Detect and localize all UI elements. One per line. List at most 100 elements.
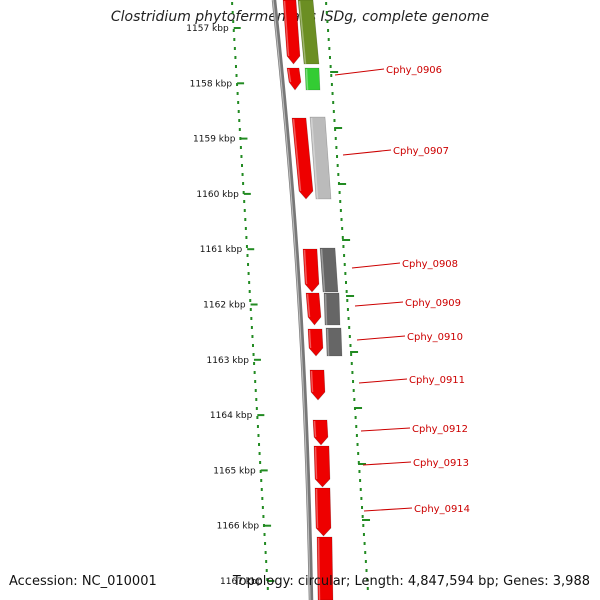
track-dot — [262, 524, 265, 527]
track-dot — [365, 569, 368, 572]
gene-highlight — [303, 249, 308, 285]
track-dot — [357, 452, 360, 455]
gene-label[interactable]: Cphy_0908 — [402, 259, 458, 270]
track-dot — [259, 470, 262, 473]
track-dot — [231, 2, 234, 5]
scale-tick-mark — [247, 248, 255, 251]
track-dot — [345, 281, 348, 284]
track-dot — [244, 227, 247, 230]
track-dot — [330, 83, 333, 86]
gene-feature — [297, 0, 320, 65]
gene-feature — [319, 247, 339, 293]
gene-label-leader — [342, 149, 392, 156]
track-dot — [363, 542, 366, 545]
track-dot — [328, 56, 331, 59]
track-dot — [254, 389, 257, 392]
gene-highlight — [315, 488, 319, 529]
track-dot — [339, 200, 342, 203]
track-dot — [346, 308, 349, 311]
gene-label-leader — [363, 507, 413, 512]
track-dot — [332, 110, 335, 113]
track-dot — [326, 20, 329, 23]
track-dot — [250, 317, 253, 320]
gene-highlight — [326, 328, 330, 357]
track-dot — [343, 263, 346, 266]
gene-label[interactable]: Cphy_0911 — [409, 375, 465, 386]
gene-label-leader — [360, 427, 411, 432]
track-dot — [356, 443, 359, 446]
gene-feature — [282, 0, 301, 65]
right-tick-mark — [346, 295, 355, 297]
track-dot — [251, 344, 254, 347]
gene-label[interactable]: Cphy_0910 — [407, 332, 463, 343]
track-dot — [249, 308, 252, 311]
track-dot — [350, 362, 353, 365]
track-dot — [366, 587, 369, 590]
track-dot — [242, 182, 245, 185]
track-dot — [364, 551, 367, 554]
gene-feature — [307, 328, 324, 357]
track-dot — [232, 20, 235, 23]
track-dot — [241, 173, 244, 176]
gene-label-leader — [334, 68, 385, 76]
track-dot — [361, 506, 364, 509]
gene-label[interactable]: Cphy_0913 — [413, 458, 469, 469]
scale-tick-mark — [267, 580, 275, 582]
scale-tick-mark — [257, 414, 265, 417]
gene-highlight — [298, 0, 307, 65]
track-dot — [238, 128, 241, 131]
right-tick-mark — [362, 519, 371, 521]
gene-label[interactable]: Cphy_0907 — [393, 146, 449, 157]
track-dot — [338, 191, 341, 194]
track-dot — [351, 371, 354, 374]
track-dot — [334, 137, 337, 140]
track-dot — [364, 560, 367, 563]
track-dot — [237, 101, 240, 104]
track-dot — [251, 335, 254, 338]
track-dot — [246, 254, 249, 257]
track-dot — [325, 2, 328, 5]
track-dot — [241, 164, 244, 167]
track-dot — [339, 209, 342, 212]
track-dot — [354, 416, 357, 419]
track-dot — [333, 119, 336, 122]
track-dot — [343, 254, 346, 257]
track-dot — [243, 209, 246, 212]
gene-feature — [316, 536, 334, 600]
track-dot — [249, 299, 252, 302]
scale-tick-mark — [237, 82, 245, 85]
right-tick-mark — [342, 239, 351, 241]
gene-highlight — [292, 118, 302, 192]
track-dot — [329, 65, 332, 68]
gene-label[interactable]: Cphy_0909 — [405, 298, 461, 309]
scale-tick-label: 1159 kbp — [193, 135, 236, 145]
track-dot — [344, 272, 347, 275]
track-dot — [239, 137, 242, 140]
gene-feature — [323, 292, 341, 326]
scale-tick-label: 1163 kbp — [207, 356, 250, 366]
track-dot — [336, 164, 339, 167]
track-dot — [259, 461, 262, 464]
track-dot — [332, 101, 335, 104]
gene-feature — [291, 117, 314, 200]
track-dot — [325, 11, 328, 14]
gene-feature — [313, 445, 331, 488]
track-dot — [244, 218, 247, 221]
gene-highlight — [305, 68, 309, 91]
left-dotted-track — [231, 2, 269, 590]
track-dot — [261, 497, 264, 500]
track-dot — [361, 515, 364, 518]
gene-label[interactable]: Cphy_0906 — [386, 65, 442, 76]
track-dot — [359, 488, 362, 491]
track-dot — [234, 56, 237, 59]
track-dot — [254, 380, 257, 383]
gene-label[interactable]: Cphy_0914 — [414, 504, 470, 515]
track-dot — [334, 128, 337, 131]
scale-tick-mark — [243, 192, 251, 195]
track-dot — [257, 434, 260, 437]
scale-ticks: 1157 kbp 1158 kbp 1159 kbp 1160 kbp 1161 kbp… — [186, 24, 275, 587]
track-dot — [231, 11, 234, 14]
track-dot — [337, 173, 340, 176]
gene-label[interactable]: Cphy_0912 — [412, 424, 468, 435]
